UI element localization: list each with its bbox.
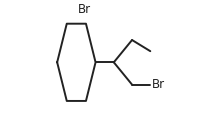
Text: Br: Br — [152, 78, 165, 91]
Text: Br: Br — [78, 3, 91, 16]
